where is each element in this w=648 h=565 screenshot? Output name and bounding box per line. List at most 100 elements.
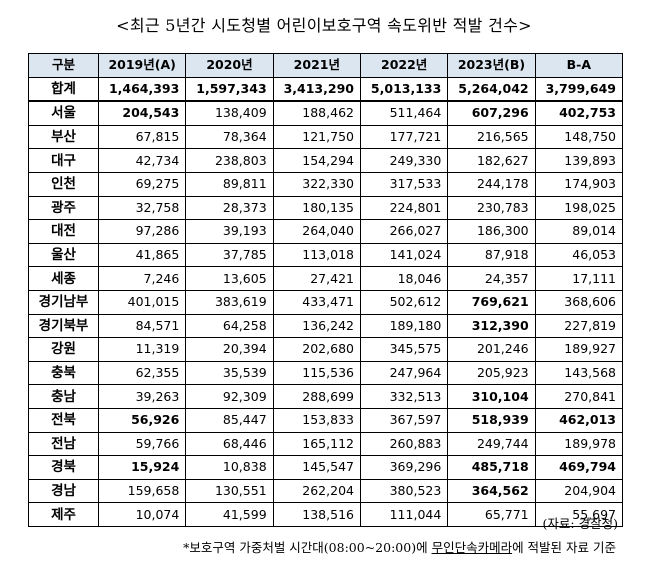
table-cell: 15,924 (97, 455, 187, 480)
table-cell: 56,926 (97, 407, 187, 433)
table-cell: 97,286 (97, 219, 187, 244)
table-row: 세종 7,246 13,605 27,421 18,046 24,357 17,111 (28, 266, 624, 291)
table-cell: 18,046 (359, 266, 449, 291)
table-cell: 17,111 (534, 266, 624, 291)
table-cell: 92,309 (185, 384, 274, 409)
table-cell: 46,053 (534, 242, 624, 268)
footnote-suffix: 에 적발된 자료 기준 (512, 540, 616, 555)
column-header: 2022년 (359, 53, 449, 78)
table-cell: 35,539 (185, 360, 274, 386)
table-cell: 368,606 (534, 289, 624, 315)
table-header: 구분 2019년(A) 2020년 2021년 2022년 2023년(B) B-A (28, 53, 624, 78)
table-body: 합계 1,464,393 1,597,343 3,413,290 5,013,133 5,… (28, 76, 624, 527)
table-cell: 41,865 (97, 242, 187, 268)
table-row: 전남 59,766 68,446 165,112 260,883 249,744 189,9… (28, 431, 624, 457)
table-cell: 143,568 (534, 360, 624, 386)
table-row: 대전 97,286 39,193 264,040 266,027 186,300 89,01… (28, 219, 624, 244)
footnote-underlined: 무인단속카메라 (431, 540, 513, 555)
table-cell: 5,013,133 (359, 76, 449, 102)
table-cell: 189,978 (534, 431, 624, 457)
table-cell: 262,204 (272, 478, 361, 504)
table-cell: 10,838 (185, 455, 274, 480)
table-cell: 433,471 (272, 289, 361, 315)
row-label: 대구 (28, 148, 99, 173)
table-cell: 518,939 (447, 407, 536, 433)
table-row: 전북 56,926 85,447 153,833 367,597 518,939 462,0… (28, 407, 624, 433)
table-cell: 310,104 (447, 384, 536, 409)
table-cell: 607,296 (447, 100, 536, 126)
column-header: 2019년(A) (97, 53, 187, 78)
row-label: 광주 (28, 195, 99, 221)
table-cell: 189,927 (534, 337, 624, 362)
table-cell: 205,923 (447, 360, 536, 386)
table-cell: 224,801 (359, 195, 449, 221)
table-cell: 204,904 (534, 478, 624, 504)
table-cell: 317,533 (359, 171, 449, 197)
row-label: 전남 (28, 431, 99, 457)
table-cell: 367,597 (359, 407, 449, 433)
total-row: 합계 1,464,393 1,597,343 3,413,290 5,013,133 5,… (28, 76, 624, 102)
table-cell: 111,044 (359, 502, 449, 527)
table-cell: 141,024 (359, 242, 449, 268)
table-row: 충북 62,355 35,539 115,536 247,964 205,923 143,5… (28, 360, 624, 386)
row-label: 서울 (28, 100, 99, 126)
table-cell: 288,699 (272, 384, 361, 409)
table-cell: 154,294 (272, 148, 361, 173)
table-cell: 769,621 (447, 289, 536, 315)
table-cell: 345,575 (359, 337, 449, 362)
table-cell: 37,785 (185, 242, 274, 268)
row-label: 경남 (28, 478, 99, 504)
table-cell: 87,918 (447, 242, 536, 268)
table-row: 부산 67,815 78,364 121,750 177,721 216,565 148,7… (28, 124, 624, 150)
table-cell: 402,753 (534, 100, 624, 126)
table-cell: 28,373 (185, 195, 274, 221)
violations-table: 구분 2019년(A) 2020년 2021년 2022년 2023년(B) B-A 합계 1… (28, 53, 624, 527)
table-cell: 5,264,042 (447, 76, 536, 102)
table-row: 경북 15,924 10,838 145,547 369,296 485,718 469,7… (28, 455, 624, 480)
table-cell: 332,513 (359, 384, 449, 409)
table-cell: 148,750 (534, 124, 624, 150)
header-row: 구분 2019년(A) 2020년 2021년 2022년 2023년(B) B-A (28, 53, 624, 78)
table-cell: 364,562 (447, 478, 536, 504)
table-cell: 41,599 (185, 502, 274, 527)
table-cell: 401,015 (97, 289, 187, 315)
table-row: 충남 39,263 92,309 288,699 332,513 310,104 270,8… (28, 384, 624, 409)
table-cell: 312,390 (447, 313, 536, 339)
row-label: 강원 (28, 337, 99, 362)
table-cell: 249,330 (359, 148, 449, 173)
table-cell: 27,421 (272, 266, 361, 291)
table-cell: 322,330 (272, 171, 361, 197)
source-note: (자료: 경찰청) (542, 516, 618, 531)
table-cell: 11,319 (97, 337, 187, 362)
table-cell: 270,841 (534, 384, 624, 409)
table-cell: 62,355 (97, 360, 187, 386)
table-cell: 188,462 (272, 100, 361, 126)
document-title: <최근 5년간 시도청별 어린이보호구역 속도위반 적발 건수> (116, 16, 532, 35)
table-cell: 383,619 (185, 289, 274, 315)
table-cell: 42,734 (97, 148, 187, 173)
table-cell: 20,394 (185, 337, 274, 362)
table-cell: 177,721 (359, 124, 449, 150)
table-cell: 260,883 (359, 431, 449, 457)
table-cell: 32,758 (97, 195, 187, 221)
table-cell: 67,815 (97, 124, 187, 150)
row-label: 경북 (28, 455, 99, 480)
table-cell: 165,112 (272, 431, 361, 457)
table-cell: 204,543 (97, 100, 187, 126)
table-row: 제주 10,074 41,599 138,516 111,044 65,771 55,697 (28, 502, 624, 527)
row-label: 제주 (28, 502, 99, 527)
table-row: 광주 32,758 28,373 180,135 224,801 230,783 198,0… (28, 195, 624, 221)
table-cell: 13,605 (185, 266, 274, 291)
table-cell: 24,357 (447, 266, 536, 291)
table-cell: 136,242 (272, 313, 361, 339)
table-cell: 3,413,290 (272, 76, 361, 102)
column-header: 2023년(B) (447, 53, 536, 78)
table-cell: 198,025 (534, 195, 624, 221)
table-cell: 469,794 (534, 455, 624, 480)
table-row: 경기남부 401,015 383,619 433,471 502,612 769,621 3… (28, 289, 624, 315)
column-header: 2020년 (185, 53, 274, 78)
row-label: 충북 (28, 360, 99, 386)
table-cell: 502,612 (359, 289, 449, 315)
row-label: 세종 (28, 266, 99, 291)
table-cell: 153,833 (272, 407, 361, 433)
